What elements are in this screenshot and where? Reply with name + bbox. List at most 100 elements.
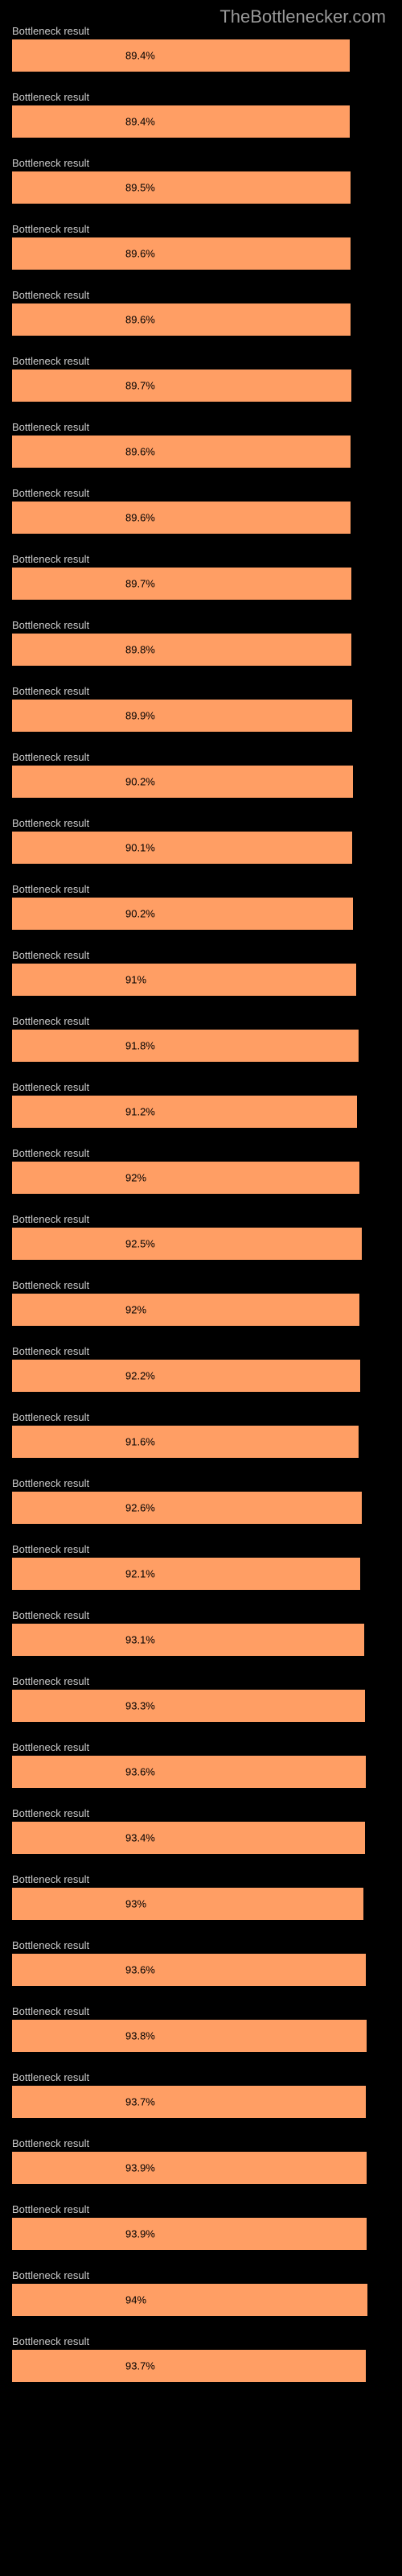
bar-row: Bottleneck result93.8% [12,2020,390,2052]
bar-label: Bottleneck result [12,2071,89,2083]
bar-label: Bottleneck result [12,619,89,631]
bar-row: Bottleneck result92.6% [12,1492,390,1524]
bar-label: Bottleneck result [12,1675,89,1687]
bar-track: 89.7% [12,568,390,600]
bar-fill [12,1756,366,1788]
bar-track: 92% [12,1162,390,1194]
bar-fill [12,1096,357,1128]
bar-value: 90.1% [125,842,155,854]
bar-row: Bottleneck result92% [12,1294,390,1326]
bar-fill [12,237,351,270]
bar-row: Bottleneck result90.2% [12,766,390,798]
bar-track: 92.5% [12,1228,390,1260]
bar-label: Bottleneck result [12,1873,89,1885]
bar-row: Bottleneck result89.6% [12,436,390,468]
bar-fill [12,39,350,72]
bar-value: 93.7% [125,2096,155,2108]
bar-fill [12,2020,367,2052]
bar-label: Bottleneck result [12,355,89,367]
bar-fill [12,2152,367,2184]
bar-track: 93.3% [12,1690,390,1722]
bar-label: Bottleneck result [12,157,89,169]
bar-track: 89.4% [12,105,390,138]
bar-fill [12,1030,359,1062]
bar-fill [12,1690,365,1722]
bar-fill [12,568,351,600]
bar-row: Bottleneck result93% [12,1888,390,1920]
bar-value: 92.6% [125,1502,155,1514]
bar-row: Bottleneck result90.2% [12,898,390,930]
bar-track: 90.1% [12,832,390,864]
bar-row: Bottleneck result91.2% [12,1096,390,1128]
bar-track: 89.5% [12,171,390,204]
bar-track: 91.8% [12,1030,390,1062]
bar-track: 94% [12,2284,390,2316]
bar-label: Bottleneck result [12,751,89,763]
bar-value: 89.6% [125,314,155,326]
bar-row: Bottleneck result89.9% [12,700,390,732]
bar-label: Bottleneck result [12,883,89,895]
bar-value: 93.1% [125,1634,155,1646]
bar-track: 92.6% [12,1492,390,1524]
bar-track: 93.6% [12,1954,390,1986]
bar-row: Bottleneck result89.6% [12,237,390,270]
bar-track: 93.6% [12,1756,390,1788]
bar-label: Bottleneck result [12,817,89,829]
bar-label: Bottleneck result [12,2335,89,2347]
bar-value: 93% [125,1898,146,1910]
bar-track: 89.6% [12,502,390,534]
bar-value: 92% [125,1172,146,1184]
bar-label: Bottleneck result [12,1477,89,1489]
bar-label: Bottleneck result [12,1939,89,1951]
bar-track: 89.7% [12,369,390,402]
bar-value: 93.9% [125,2228,155,2240]
bar-label: Bottleneck result [12,949,89,961]
bar-label: Bottleneck result [12,2137,89,2149]
bar-track: 92% [12,1294,390,1326]
bar-fill [12,1954,366,1986]
bottleneck-chart: Bottleneck result89.4%Bottleneck result8… [0,39,402,2398]
bar-value: 93.7% [125,2360,155,2372]
bar-track: 93.7% [12,2086,390,2118]
bar-fill [12,634,351,666]
bar-label: Bottleneck result [12,1015,89,1027]
bar-row: Bottleneck result89.6% [12,303,390,336]
bar-row: Bottleneck result93.3% [12,1690,390,1722]
bar-label: Bottleneck result [12,2269,89,2281]
bar-value: 93.4% [125,1832,155,1844]
bar-track: 91% [12,964,390,996]
site-title: TheBottlenecker.com [219,6,386,27]
bar-fill [12,964,356,996]
bar-value: 89.9% [125,710,155,722]
bar-row: Bottleneck result89.5% [12,171,390,204]
bar-fill [12,105,350,138]
bar-row: Bottleneck result93.6% [12,1954,390,1986]
bar-track: 90.2% [12,766,390,798]
bar-label: Bottleneck result [12,1147,89,1159]
bar-fill [12,1492,362,1524]
bar-row: Bottleneck result89.8% [12,634,390,666]
bar-track: 89.9% [12,700,390,732]
bar-fill [12,2350,366,2382]
bar-track: 93.4% [12,1822,390,1854]
bar-fill [12,1294,359,1326]
bar-row: Bottleneck result89.7% [12,568,390,600]
bar-row: Bottleneck result89.4% [12,105,390,138]
bar-label: Bottleneck result [12,1081,89,1093]
bar-label: Bottleneck result [12,91,89,103]
bar-fill [12,2284,367,2316]
bar-track: 89.4% [12,39,390,72]
bar-row: Bottleneck result89.4% [12,39,390,72]
bar-label: Bottleneck result [12,1741,89,1753]
bar-fill [12,1558,360,1590]
bar-fill [12,1228,362,1260]
bar-value: 93.9% [125,2162,155,2174]
bar-value: 93.6% [125,1766,155,1778]
bar-row: Bottleneck result91.8% [12,1030,390,1062]
bar-label: Bottleneck result [12,2203,89,2215]
bar-row: Bottleneck result93.7% [12,2350,390,2382]
bar-fill [12,1822,365,1854]
bar-fill [12,436,351,468]
bar-row: Bottleneck result93.4% [12,1822,390,1854]
bar-fill [12,2086,366,2118]
